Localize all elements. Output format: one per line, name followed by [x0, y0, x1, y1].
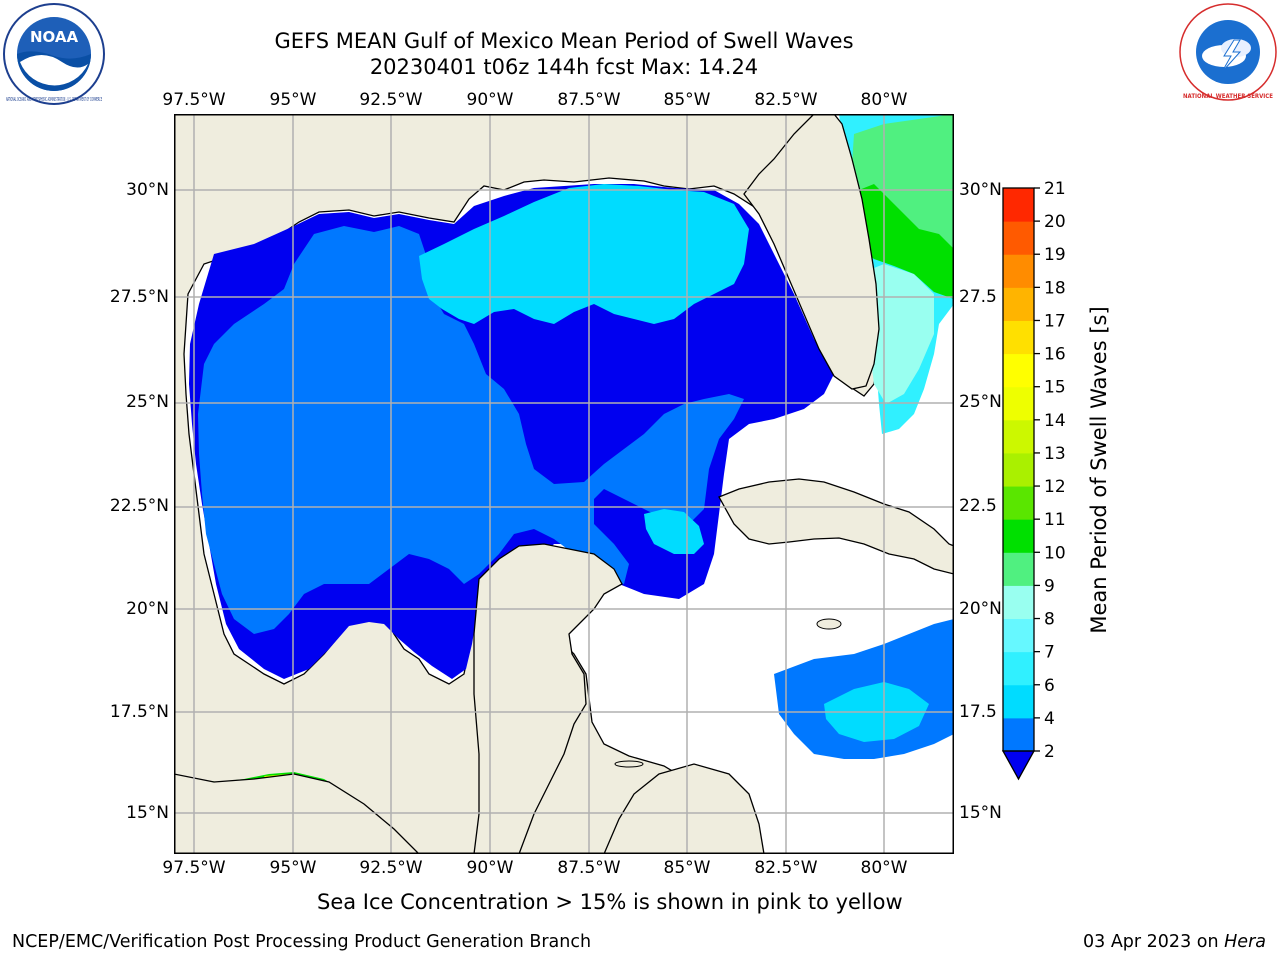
lon-label-top: 95°W	[269, 90, 317, 110]
lon-label-top: 80°W	[860, 90, 908, 110]
colorbar-tick-label: 14	[1044, 411, 1065, 431]
lat-label-right: 17.5	[959, 702, 997, 722]
lat-label-left: 30°N	[126, 180, 169, 200]
colorbar-frame	[1002, 187, 1035, 752]
colorbar-tick-label: 13	[1044, 444, 1065, 464]
swell-field-atlantic-green-core	[849, 184, 954, 299]
colorbar-cell	[1003, 651, 1034, 686]
colorbar-cell	[1003, 188, 1034, 222]
colorbar-tick-label: 12	[1044, 477, 1065, 497]
lon-label-top: 90°W	[466, 90, 514, 110]
colorbar-label: Mean Period of Swell Waves [s]	[1087, 306, 1111, 634]
lon-label-bottom: 87.5°W	[557, 858, 621, 878]
colorbar-cell	[1003, 585, 1034, 620]
colorbar: 2 4 6 7 8 9 10 11 12 13 14 15 16 17 18 19 20 21	[1001, 180, 1065, 781]
colorbar-cell	[1003, 221, 1034, 255]
lat-label-right: 25°N	[959, 392, 1002, 412]
footer-host: Hera	[1224, 932, 1266, 952]
colorbar-tick-label: 7	[1044, 643, 1055, 663]
nws-logo-icon: NATIONAL WEATHER SERVICE	[1179, 3, 1277, 101]
land-honduras	[603, 763, 765, 854]
footer-left: NCEP/EMC/Verification Post Processing Pr…	[12, 932, 592, 952]
lat-label-right: 27.5	[959, 287, 997, 307]
lat-label-left: 27.5°N	[109, 287, 169, 307]
colorbar-tick-label: 18	[1044, 278, 1065, 298]
colorbar-cell	[1003, 519, 1034, 553]
nws-logo-ring-text: NATIONAL WEATHER SERVICE	[1183, 93, 1273, 100]
footer-right: 03 Apr 2023 on Hera	[1083, 932, 1266, 952]
swell-field-yucatan-cyan	[644, 509, 704, 554]
colorbar-cell	[1003, 452, 1034, 487]
lon-label-top: 82.5°W	[754, 90, 818, 110]
island-bay	[614, 760, 644, 768]
lat-label-left: 22.5°N	[109, 496, 169, 516]
lon-label-bottom: 80°W	[860, 858, 908, 878]
colorbar-tick-label: 20	[1044, 212, 1065, 232]
lat-label-right: 20°N	[959, 599, 1002, 619]
swell-field-atlantic-9s	[859, 264, 934, 404]
colorbar-tick-label: 17	[1044, 311, 1065, 331]
colorbar-tick-label: 2	[1044, 742, 1055, 762]
lat-label-left: 15°N	[126, 803, 169, 823]
lon-label-top: 92.5°W	[359, 90, 423, 110]
colorbar-cell	[1003, 552, 1034, 586]
map-panel	[174, 114, 954, 854]
colorbar-cell	[1003, 287, 1034, 321]
plot-title: GEFS MEAN Gulf of Mexico Mean Period of …	[274, 29, 854, 53]
colorbar-cell	[1003, 386, 1034, 421]
lon-label-top: 85°W	[663, 90, 711, 110]
colorbar-cell	[1003, 320, 1034, 355]
colorbar-tick-label: 16	[1044, 345, 1065, 365]
colorbar-cell	[1003, 353, 1034, 388]
colorbar-cell	[1003, 618, 1034, 653]
colorbar-cell	[1003, 419, 1034, 454]
noaa-logo-ring-text: NATIONAL OCEANIC AND ATMOSPHERIC ADMINIS…	[6, 97, 102, 103]
colorbar-tick-label: 8	[1044, 610, 1055, 630]
map-gridlines	[174, 114, 954, 854]
lon-label-top: 97.5°W	[162, 90, 226, 110]
land-cuba	[718, 478, 954, 575]
plot-subtitle: 20230401 t06z 144h fcst Max: 14.24	[369, 55, 759, 79]
lon-label-top: 87.5°W	[557, 90, 621, 110]
map-frame	[174, 114, 954, 854]
lon-label-bottom: 82.5°W	[754, 858, 818, 878]
island-cayman	[816, 618, 842, 630]
colorbar-cell	[1003, 486, 1034, 520]
colorbar-extend-arrow	[1001, 750, 1036, 781]
colorbar-cell	[1003, 254, 1034, 288]
sea-ice-caption: Sea Ice Concentration > 15% is shown in …	[317, 890, 903, 914]
colorbar-tick-label: 10	[1044, 543, 1065, 563]
colorbar-tick-label: 9	[1044, 576, 1055, 596]
colorbar-tick-label: 21	[1044, 180, 1065, 199]
colorbar-cell	[1003, 717, 1034, 752]
lon-label-bottom: 90°W	[466, 858, 514, 878]
noaa-logo-icon: NOAA NATIONAL OCEANIC AND ATMOSPHERIC AD…	[3, 3, 105, 105]
lat-label-left: 17.5°N	[109, 702, 169, 722]
lon-label-bottom: 97.5°W	[162, 858, 226, 878]
colorbar-tick-label: 6	[1044, 676, 1055, 696]
lat-label-right: 30°N	[959, 180, 1002, 200]
noaa-logo-text: NOAA	[30, 28, 79, 46]
colorbar-tick-label: 19	[1044, 245, 1065, 265]
lon-label-bottom: 92.5°W	[359, 858, 423, 878]
lat-label-left: 20°N	[126, 599, 169, 619]
footer-date: 03 Apr 2023 on	[1083, 932, 1225, 952]
lat-label-right: 15°N	[959, 803, 1002, 823]
lat-label-left: 25°N	[126, 392, 169, 412]
lon-label-bottom: 85°W	[663, 858, 711, 878]
swell-field-2-4s	[198, 226, 744, 634]
lon-label-bottom: 95°W	[269, 858, 317, 878]
land-yucatan	[174, 543, 623, 854]
colorbar-tick-label: 15	[1044, 378, 1065, 398]
colorbar-tick-label: 4	[1044, 709, 1055, 729]
lat-label-right: 22.5	[959, 496, 997, 516]
colorbar-cell	[1003, 684, 1034, 719]
swell-field-4-6s	[419, 184, 749, 324]
colorbar-tick-label: 11	[1044, 510, 1065, 530]
